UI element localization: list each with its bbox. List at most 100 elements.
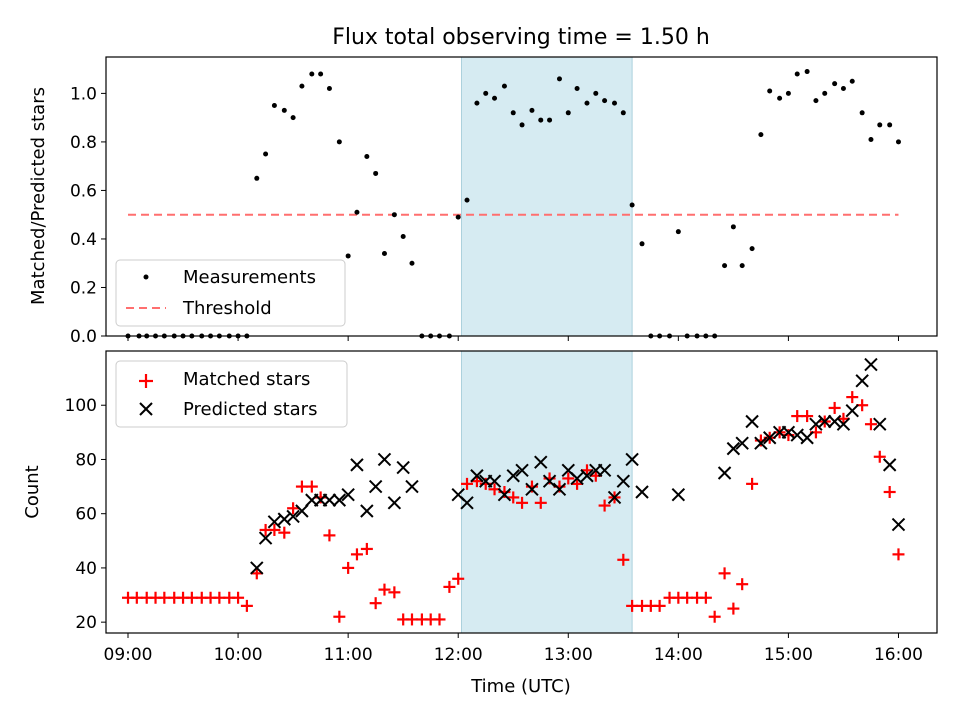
measurement-point xyxy=(336,139,342,145)
measurement-point xyxy=(354,209,360,215)
y-tick-label: 0.6 xyxy=(70,181,97,201)
x-tick-label: 12:00 xyxy=(434,645,483,665)
measurement-point xyxy=(373,170,379,176)
measurement-point xyxy=(804,69,810,75)
x-tick-label: 09:00 xyxy=(104,645,153,665)
matched-star-point xyxy=(516,496,529,509)
measurement-point xyxy=(739,263,745,269)
matched-star-point xyxy=(250,567,263,580)
matched-star-point xyxy=(333,610,346,623)
y-tick-label: 0.8 xyxy=(70,133,97,153)
matched-star-point xyxy=(571,477,584,490)
matched-star-point xyxy=(305,480,318,493)
predicted-star-point xyxy=(855,374,869,388)
predicted-star-point xyxy=(470,469,484,483)
predicted-star-point xyxy=(882,458,897,472)
measurement-point xyxy=(364,153,370,159)
predicted-star-point xyxy=(616,474,631,488)
measurement-point xyxy=(840,86,846,92)
predicted-star-point xyxy=(405,479,419,494)
measurement-point xyxy=(510,110,516,116)
predicted-star-point xyxy=(341,488,355,502)
measurement-point xyxy=(501,83,507,89)
matched-star-point xyxy=(534,496,547,509)
y-tick-label: 0.4 xyxy=(70,230,97,250)
measurement-point xyxy=(529,107,535,113)
measurement-point xyxy=(767,88,773,94)
measurement-point xyxy=(381,251,387,257)
measurement-point xyxy=(391,212,397,218)
top-panel-frame xyxy=(105,56,938,337)
matched-star-point xyxy=(846,391,859,404)
legend-label-threshold: Threshold xyxy=(182,298,272,319)
predicted-star-point xyxy=(267,515,282,529)
matched-star-point xyxy=(718,567,731,580)
matched-star-point xyxy=(268,523,281,536)
matched-star-point xyxy=(342,561,355,574)
matched-star-point xyxy=(287,502,300,515)
predicted-star-point xyxy=(809,417,823,431)
legend-label-measurements: Measurements xyxy=(183,267,316,288)
predicted-star-point xyxy=(542,474,557,488)
measurement-point xyxy=(722,263,728,269)
measurement-point xyxy=(584,100,590,106)
predicted-star-point xyxy=(836,417,851,431)
measurement-point xyxy=(538,117,544,123)
measurement-point xyxy=(675,229,681,235)
predicted-star-point xyxy=(671,488,686,502)
matched-star-point xyxy=(864,418,877,431)
predicted-star-point xyxy=(360,504,374,518)
matched-star-point xyxy=(892,548,905,561)
matched-star-point xyxy=(452,572,465,585)
measurement-point xyxy=(574,86,580,92)
matched-star-point xyxy=(580,464,593,477)
measurement-point xyxy=(777,95,783,101)
predicted-star-point xyxy=(377,452,392,467)
measurement-point xyxy=(887,122,893,128)
predicted-star-point xyxy=(277,512,292,526)
matched-star-point xyxy=(240,599,253,612)
measurement-point xyxy=(639,241,645,247)
x-tick-label: 16:00 xyxy=(874,645,923,665)
legend-label-predicted: Predicted stars xyxy=(183,399,317,420)
predicted-star-point xyxy=(322,493,337,507)
top-legend: Measurements Threshold xyxy=(115,259,346,327)
measurement-point xyxy=(749,246,755,252)
measurement-point xyxy=(474,100,480,106)
predicted-star-point xyxy=(350,458,364,472)
measurement-point xyxy=(345,253,351,259)
predicted-star-point xyxy=(368,479,383,494)
measurement-point xyxy=(730,224,736,230)
matched-star-point xyxy=(350,548,363,561)
measurement-point xyxy=(877,122,883,128)
matched-star-point xyxy=(388,586,401,599)
measurement-point xyxy=(290,115,296,121)
measurement-point xyxy=(400,234,406,240)
matched-star-point xyxy=(708,610,721,623)
measurement-point xyxy=(895,139,901,145)
predicted-star-point xyxy=(735,436,749,450)
predicted-star-point xyxy=(607,490,622,505)
matched-star-point xyxy=(736,578,749,591)
predicted-star-point xyxy=(534,455,548,469)
matched-star-point xyxy=(699,591,712,604)
x-tick-label: 15:00 xyxy=(764,645,813,665)
predicted-star-point xyxy=(580,469,594,483)
predicted-star-point xyxy=(515,463,529,478)
predicted-star-point xyxy=(891,517,906,532)
predicted-star-point xyxy=(250,561,264,575)
measurement-point xyxy=(326,86,332,92)
matched-star-point xyxy=(433,613,446,626)
predicted-star-point xyxy=(552,482,567,496)
top-y-axis-label: Matched/Predicted stars xyxy=(28,87,49,305)
predicted-star-point xyxy=(497,488,512,502)
x-tick-label: 13:00 xyxy=(544,645,593,665)
top-highlight-span xyxy=(461,56,633,337)
matched-star-point xyxy=(232,591,245,604)
predicted-star-point xyxy=(286,509,300,524)
matched-star-point xyxy=(507,491,520,504)
predicted-star-point xyxy=(487,474,502,488)
y-tick-label: 60 xyxy=(75,505,97,525)
measurement-point xyxy=(281,107,287,113)
